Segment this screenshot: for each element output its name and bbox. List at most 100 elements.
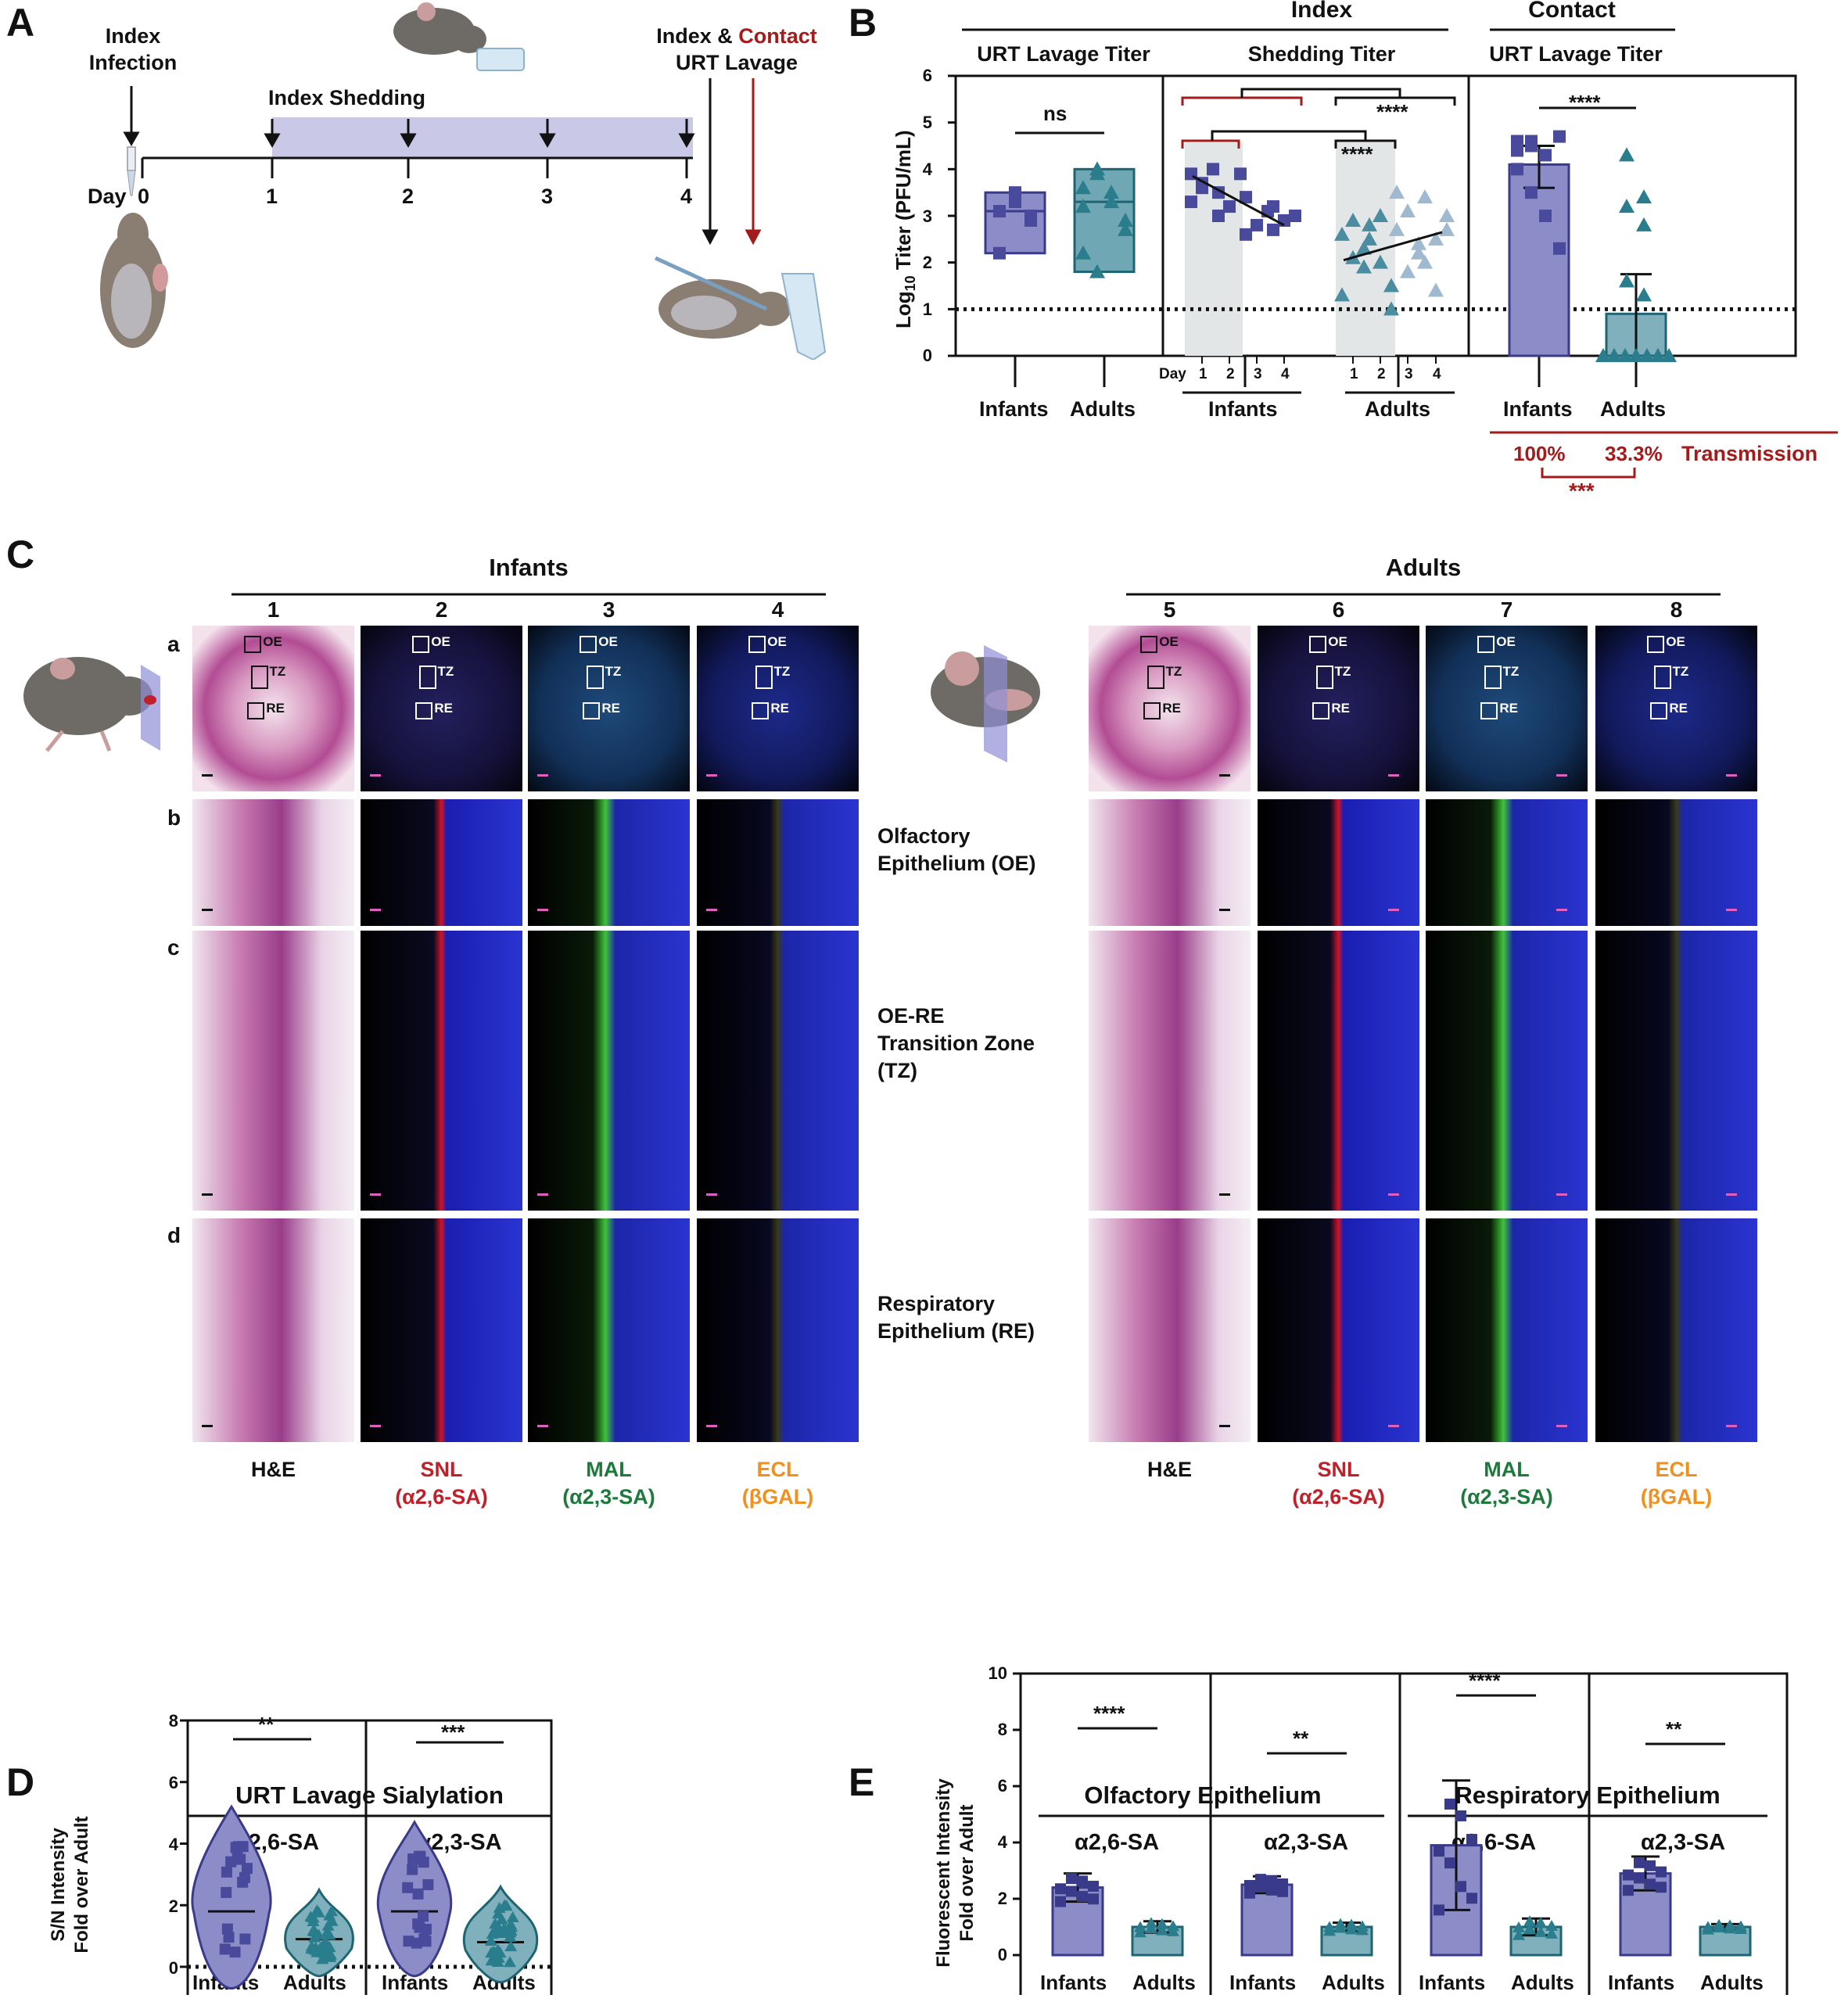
b-pt-contact-adult (1628, 348, 1644, 362)
b-pt-shed-infant (1223, 200, 1236, 213)
b-pt-shed-adult (1439, 208, 1455, 222)
e-pt-adult (1724, 1922, 1736, 1934)
c-micrograph-he-b (1089, 799, 1251, 926)
c-region-text-tz: TZ (605, 663, 622, 679)
c-region-box-re (1143, 701, 1161, 719)
e-title-oe: Olfactory Epithelium (1084, 1781, 1322, 1809)
c-stain-sub: (α2,3-SA) (562, 1485, 655, 1509)
b-pt-lavage-infant (993, 246, 1006, 260)
c-region-text-re: RE (770, 700, 789, 716)
e-pt-adult (1334, 1918, 1347, 1929)
c-stain-name: MAL (586, 1458, 632, 1481)
c-col-number-5: 5 (1163, 597, 1176, 622)
e-pt-infant (1645, 1878, 1656, 1890)
c-scale-bar (370, 1193, 381, 1196)
d-pt-a26-adult (312, 1906, 325, 1918)
e-ytick-10: 10 (988, 1663, 1007, 1683)
d-pt-a23-infant (407, 1864, 418, 1875)
c-col-number-6: 6 (1332, 597, 1345, 622)
c-micrograph-he-c (1089, 931, 1251, 1211)
c-region-text-oe: OE (263, 633, 282, 649)
b-sub-lavage: URT Lavage Titer (977, 42, 1150, 66)
b-pt-lavage-adult (1075, 180, 1091, 195)
b-pt-shed-adult (1362, 231, 1377, 246)
b-pt-contact-infant (1525, 135, 1538, 148)
c-region-box-oe (412, 635, 430, 653)
b-pt-shed-adult (1417, 254, 1433, 269)
c-region-box-re (1650, 701, 1668, 719)
mouse-drinking-icon (393, 2, 525, 71)
c-scale-bar (202, 774, 213, 777)
c-micrograph-snl-a: OE TZ RE (361, 626, 522, 791)
b-pt-shed-adult (1383, 278, 1399, 292)
b-pt-shed-adult (1400, 264, 1416, 278)
d-pt-a26-infant (219, 1943, 231, 1955)
c-region-oe-l1: Olfactory (877, 824, 971, 848)
c-stain-caption-2: SNL (α2,6-SA) (361, 1456, 522, 1511)
c-region-text-re: RE (1499, 700, 1518, 716)
b-pt-shed-adult (1334, 287, 1350, 302)
d-pt-a26-adult (309, 1943, 322, 1955)
c-stain-name: ECL (1655, 1458, 1698, 1481)
c-region-text-re: RE (1331, 700, 1350, 716)
c-stain-caption-7: MAL (α2,3-SA) (1426, 1456, 1588, 1511)
e-pt-infant (1066, 1873, 1077, 1885)
panel-b-chart (948, 28, 1838, 479)
b-day-inf-4: 4 (1281, 366, 1290, 382)
c-region-box-re (247, 701, 265, 719)
c-region-box-oe (1140, 635, 1158, 653)
d-pt-a26-infant (231, 1852, 243, 1864)
b-pt-shed-adult (1439, 221, 1455, 236)
b-transmission-infants: 100% (1513, 442, 1566, 465)
c-micrograph-ecl-c (1595, 931, 1757, 1211)
mouse-vertical-icon (100, 213, 168, 348)
b-ytick-4: 4 (922, 160, 932, 179)
c-scale-bar (1726, 774, 1737, 777)
b-transmission-adults: 33.3% (1605, 442, 1663, 465)
d-pt-a23-adult (492, 1907, 505, 1919)
e-pt-infant (1277, 1878, 1288, 1890)
b-pt-contact-infant (1539, 149, 1552, 162)
e-ytick-4: 4 (997, 1832, 1007, 1852)
e-pt-adult (1523, 1922, 1536, 1934)
e-pt-infant (1455, 1810, 1466, 1821)
b-pt-shed-adult (1389, 185, 1405, 199)
b-pt-contact-adult (1595, 348, 1611, 362)
d-ytick-2: 2 (168, 1896, 178, 1916)
c-region-text-oe: OE (1159, 633, 1179, 649)
c-col-number-3: 3 (602, 597, 615, 622)
e-group-label-1: Infants (1040, 1971, 1107, 1994)
e-group-label-7: Infants (1608, 1971, 1675, 1994)
b-pt-shed-infant (1234, 167, 1247, 181)
c-region-tz-l2: Transition Zone (877, 1031, 1035, 1056)
c-scale-bar (537, 1425, 548, 1427)
c-micrograph-snl-c (1258, 931, 1419, 1211)
c-region-text-oe: OE (1496, 633, 1516, 649)
d-pt-a26-adult (323, 1909, 336, 1921)
c-micrograph-ecl-a: OE TZ RE (697, 626, 859, 791)
d-ytick-8: 8 (168, 1711, 178, 1731)
e-group-label-3: Infants (1229, 1971, 1297, 1994)
e-pt-infant (1466, 1834, 1477, 1846)
e-pt-adult (1534, 1925, 1547, 1937)
c-region-box-tz (1653, 665, 1671, 689)
d-pt-a26-infant (221, 1866, 232, 1878)
b-pt-shed-adult (1428, 231, 1444, 246)
c-scale-bar (706, 1425, 717, 1427)
d-pt-a23-adult (504, 1930, 517, 1942)
b-stars-upper: **** (1376, 100, 1408, 124)
c-region-box-oe (1477, 635, 1495, 653)
c-micrograph-snl-d (361, 1218, 522, 1442)
e-pt-infant (1444, 1798, 1455, 1810)
b-sub-shedding: Shedding Titer (1247, 42, 1396, 66)
c-region-text-tz: TZ (437, 663, 454, 679)
c-micrograph-mal-b (1426, 799, 1588, 926)
d-pt-a23-infant (403, 1936, 414, 1947)
d-sig-1: ** (258, 1713, 275, 1736)
c-scale-bar (1388, 1193, 1399, 1196)
c-stain-caption-1: H&E (192, 1456, 354, 1484)
c-scale-bar (1726, 909, 1737, 911)
b-pt-shed-infant (1185, 196, 1197, 209)
e-sig-2: ** (1293, 1727, 1309, 1750)
c-region-re-l2: Epithelium (RE) (877, 1319, 1035, 1344)
